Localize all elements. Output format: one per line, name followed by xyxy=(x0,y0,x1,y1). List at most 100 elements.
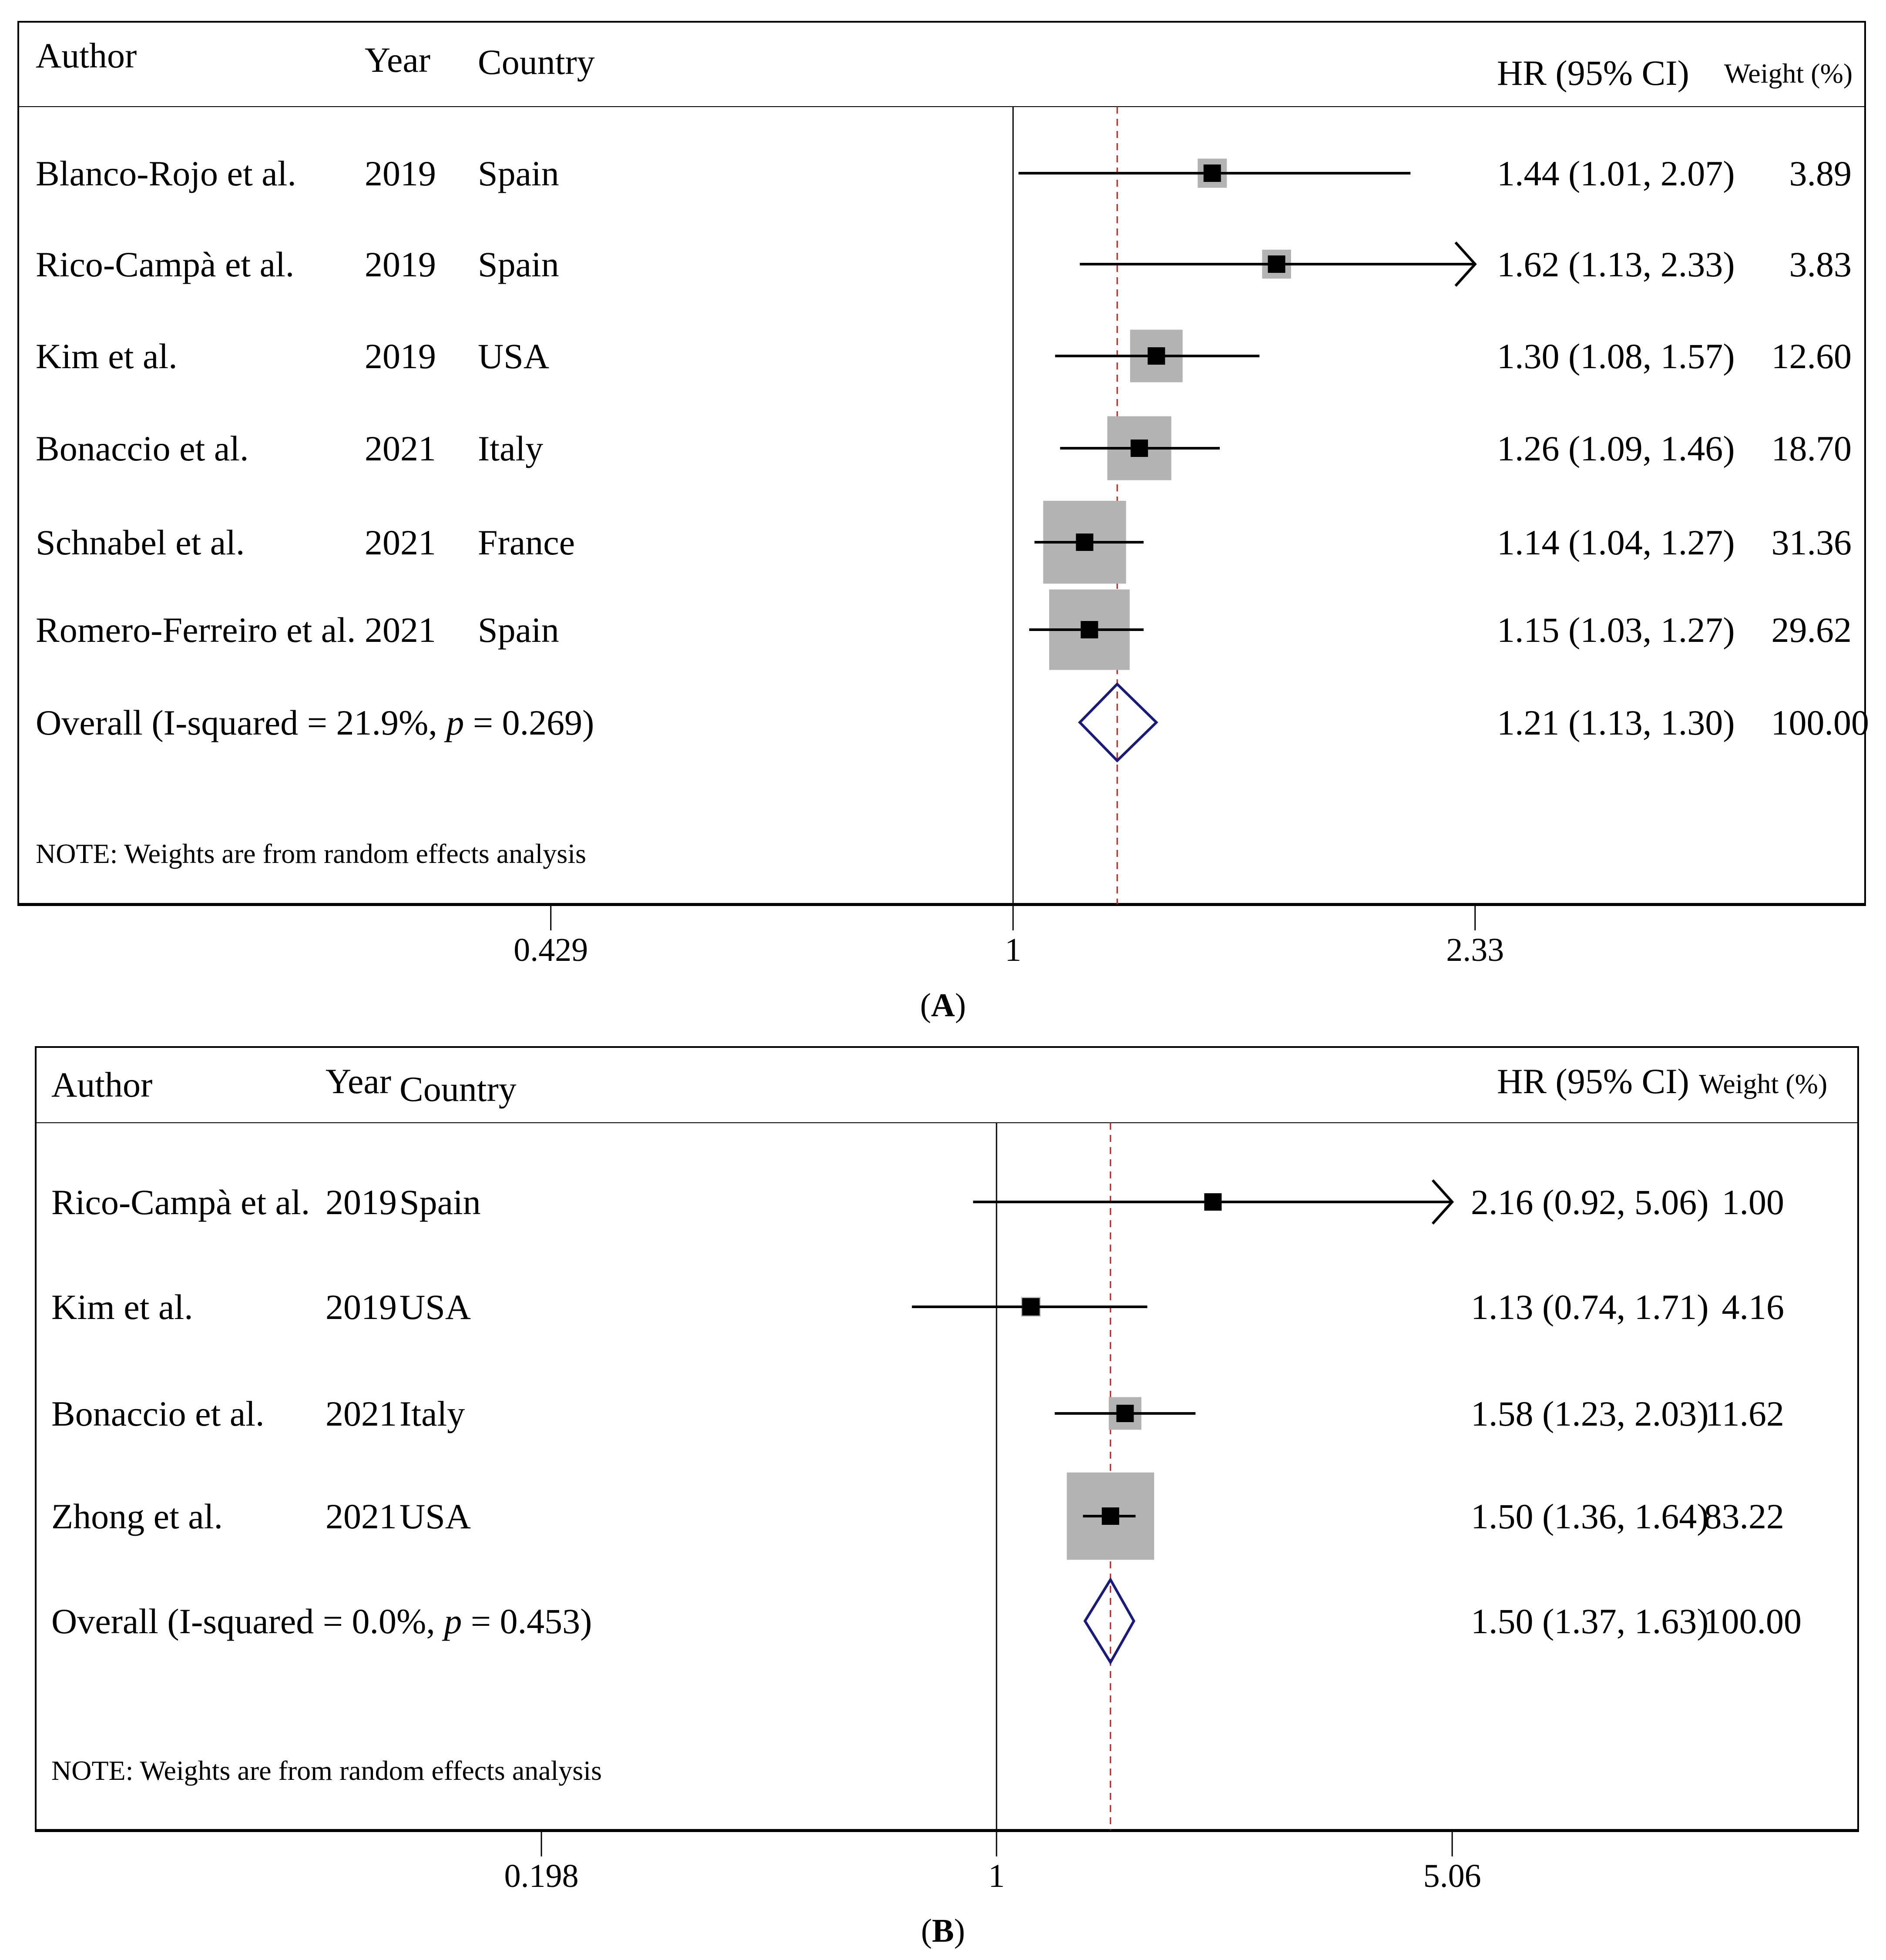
panel-b-study-weight: 11.62 xyxy=(1705,1394,1784,1433)
panel-a-study-country: Spain xyxy=(478,245,559,284)
panel-b-study-author: Bonaccio et al. xyxy=(51,1394,265,1433)
panel-a-study-weight: 12.60 xyxy=(1772,336,1852,376)
panel-a-header-country: Country xyxy=(478,42,595,82)
panel-a-overall-hr-ci: 1.21 (1.13, 1.30) xyxy=(1497,703,1735,742)
panel-b-overall-hr-ci: 1.50 (1.37, 1.63) xyxy=(1471,1601,1709,1641)
panel-a-study-hr-ci: 1.15 (1.03, 1.27) xyxy=(1497,610,1735,650)
panel-b-point-estimate xyxy=(1022,1298,1040,1316)
panel-b-point-estimate xyxy=(1204,1193,1222,1211)
panel-a-study-author: Bonaccio et al. xyxy=(36,429,249,468)
panel-b-header-weight: Weight (%) xyxy=(1699,1068,1827,1099)
panel-b-study-hr-ci: 1.58 (1.23, 2.03) xyxy=(1471,1394,1709,1433)
panel-a-study-author: Rico-Campà et al. xyxy=(36,245,294,284)
panel-b-overall-weight: 100.00 xyxy=(1704,1601,1802,1641)
panel-a-overall-label: Overall (I-squared = 21.9%, p = 0.269) xyxy=(36,703,594,742)
panel-a-tick-label: 2.33 xyxy=(1446,932,1504,968)
panel-a-tick-label: 1 xyxy=(1005,932,1021,968)
panel-a-note: NOTE: Weights are from random effects an… xyxy=(36,838,586,869)
panel-b-study-year: 2019 xyxy=(326,1287,397,1327)
panel-b-tick-label: 1 xyxy=(988,1858,1005,1894)
panel-b-point-estimate xyxy=(1116,1405,1134,1422)
panel-b-label-open: ( xyxy=(921,1913,932,1949)
panel-a-study-author: Schnabel et al. xyxy=(36,523,245,562)
panel-a-study-year: 2021 xyxy=(365,523,436,562)
panel-b-study-country: USA xyxy=(399,1497,471,1536)
panel-a-header-year: Year xyxy=(365,40,430,80)
panel-a-ci-arrow xyxy=(1454,241,1477,287)
panel-a-point-estimate xyxy=(1081,621,1098,638)
panel-a-header-weight: Weight (%) xyxy=(1724,58,1852,89)
panel-b-study-year: 2019 xyxy=(326,1182,397,1222)
panel-b-point-estimate xyxy=(1101,1507,1119,1525)
panel-a-study-author: Romero-Ferreiro et al. xyxy=(36,610,356,650)
panel-a-label: (A) xyxy=(920,987,966,1024)
panel-b-label-close: ) xyxy=(954,1913,965,1949)
panel-b-overall-label: Overall (I-squared = 0.0%, p = 0.453) xyxy=(51,1601,592,1641)
panel-a-study-author: Kim et al. xyxy=(36,336,178,376)
panel-a-label-letter: A xyxy=(931,987,955,1024)
panel-a-study-weight: 3.89 xyxy=(1789,154,1852,193)
panel-a-study-weight: 29.62 xyxy=(1772,610,1852,650)
panel-a-overall-label-suffix: = 0.269) xyxy=(464,703,594,742)
panel-a-overall-label-p: p xyxy=(444,703,464,742)
panel-b-study-country: Italy xyxy=(399,1394,465,1433)
panel-a-point-estimate xyxy=(1203,164,1221,182)
panel-b-overall-label-p: p xyxy=(442,1601,462,1641)
panel-a-study-weight: 3.83 xyxy=(1789,245,1852,284)
panel-b-study-author: Zhong et al. xyxy=(51,1497,223,1536)
panel-a-study-hr-ci: 1.14 (1.04, 1.27) xyxy=(1497,523,1735,562)
panel-b-header-hr: HR (95% CI) xyxy=(1497,1061,1689,1101)
panel-b-study-author: Kim et al. xyxy=(51,1287,193,1327)
panel-b-study-hr-ci: 2.16 (0.92, 5.06) xyxy=(1471,1182,1709,1222)
panel-a-study-year: 2021 xyxy=(365,610,436,650)
panel-b-study-weight: 1.00 xyxy=(1722,1182,1785,1222)
panel-a-study-weight: 31.36 xyxy=(1772,523,1852,562)
panel-b-study-country: Spain xyxy=(399,1182,481,1222)
panel-b-header-author: Author xyxy=(51,1065,152,1104)
panel-b-tick-label: 0.198 xyxy=(504,1858,579,1894)
panel-b-label: (B) xyxy=(921,1913,965,1949)
panel-b-ci-arrow xyxy=(1431,1179,1454,1225)
panel-a-study-year: 2021 xyxy=(365,429,436,468)
panel-a-label-open: ( xyxy=(920,987,931,1024)
panel-a-tick-label: 0.429 xyxy=(513,932,588,968)
panel-b-tick-label: 5.06 xyxy=(1423,1858,1481,1894)
panel-b-frame xyxy=(35,1046,1859,1832)
panel-b-study-country: USA xyxy=(399,1287,471,1327)
panel-b-note: NOTE: Weights are from random effects an… xyxy=(51,1755,602,1786)
panel-a-point-estimate xyxy=(1076,534,1094,551)
panel-a-study-year: 2019 xyxy=(365,336,436,376)
panel-b-study-year: 2021 xyxy=(326,1394,397,1433)
panel-b-overall-label-suffix: = 0.453) xyxy=(462,1601,592,1641)
panel-a-study-hr-ci: 1.26 (1.09, 1.46) xyxy=(1497,429,1735,468)
panel-a-header-author: Author xyxy=(36,36,137,75)
panel-a-study-hr-ci: 1.30 (1.08, 1.57) xyxy=(1497,336,1735,376)
panel-b-overall-label-prefix: Overall (I-squared = 0.0%, xyxy=(51,1601,444,1641)
panel-b-study-weight: 83.22 xyxy=(1704,1497,1785,1536)
panel-a-point-estimate xyxy=(1268,255,1285,273)
panel-b-study-weight: 4.16 xyxy=(1722,1287,1785,1327)
panel-a-point-estimate xyxy=(1148,347,1165,365)
panel-b-study-hr-ci: 1.13 (0.74, 1.71) xyxy=(1471,1287,1709,1327)
panel-b-header-year: Year xyxy=(326,1061,391,1101)
panel-a-study-hr-ci: 1.44 (1.01, 2.07) xyxy=(1497,154,1735,193)
panel-a-study-weight: 18.70 xyxy=(1772,429,1852,468)
panel-a-study-country: Spain xyxy=(478,610,559,650)
panel-b-study-hr-ci: 1.50 (1.36, 1.64) xyxy=(1471,1497,1709,1536)
panel-b-header-country: Country xyxy=(399,1069,517,1109)
panel-a-point-estimate xyxy=(1131,440,1148,457)
panel-a-study-year: 2019 xyxy=(365,245,436,284)
panel-a-overall-weight: 100.00 xyxy=(1771,703,1869,742)
panel-a-study-country: USA xyxy=(478,336,549,376)
panel-a-study-country: Spain xyxy=(478,154,559,193)
panel-a-study-year: 2019 xyxy=(365,154,436,193)
panel-a-header-hr: HR (95% CI) xyxy=(1497,53,1689,93)
panel-a-study-country: Italy xyxy=(478,429,543,468)
panel-a-study-country: France xyxy=(478,523,575,562)
panel-b-label-letter: B xyxy=(932,1913,954,1949)
panel-a-overall-label-prefix: Overall (I-squared = 21.9%, xyxy=(36,703,446,742)
panel-a-study-author: Blanco-Rojo et al. xyxy=(36,154,296,193)
panel-a-study-hr-ci: 1.62 (1.13, 2.33) xyxy=(1497,245,1735,284)
panel-a-overall-diamond xyxy=(1078,682,1158,763)
